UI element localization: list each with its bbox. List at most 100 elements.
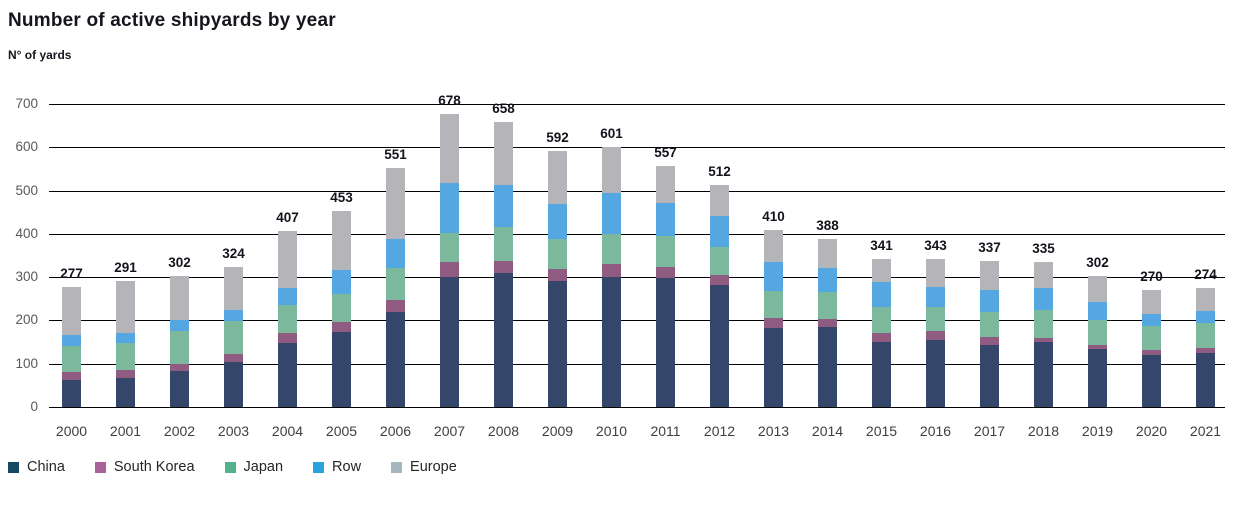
gridline-200 (49, 320, 1225, 322)
legend-label: Europe (410, 459, 457, 475)
x-tick-label-2013: 2013 (757, 423, 790, 439)
bar-segment-2001-europe (116, 281, 135, 333)
bar-segment-2014-china (818, 326, 837, 407)
bar-segment-2011-europe (656, 165, 675, 204)
bar-segment-2013-europe (764, 229, 783, 263)
bar-segment-2015-china (872, 341, 891, 407)
x-tick-label-2004: 2004 (271, 423, 304, 439)
bar-segment-2016-south-korea (926, 330, 945, 341)
y-tick-label: 200 (15, 312, 38, 328)
bar-segment-2018-south-korea (1034, 337, 1053, 343)
bar-segment-2002-japan (170, 330, 189, 364)
bar-segment-2000-japan (62, 345, 81, 373)
gridline-600 (49, 147, 1225, 149)
legend-swatch-icon (224, 461, 236, 473)
bar-segment-2010-south-korea (602, 264, 621, 277)
x-tick-label-2010: 2010 (595, 423, 628, 439)
bar-segment-2019-row (1088, 301, 1107, 320)
x-tick-label-2019: 2019 (1081, 423, 1114, 439)
bar-segment-2006-south-korea (386, 300, 405, 312)
bar-segment-2011-south-korea (656, 266, 675, 278)
gridline-100 (49, 363, 1225, 365)
bar-segment-2020-row (1142, 313, 1161, 327)
legend-item-south-korea: South Korea (94, 459, 195, 475)
bar-segment-2019-europe (1088, 276, 1107, 302)
bar-segment-2012-europe (710, 185, 729, 216)
bar-segment-2002-china (170, 371, 189, 407)
bar-segment-2020-europe (1142, 290, 1161, 314)
bar-segment-2003-south-korea (224, 354, 243, 362)
bar-segment-2010-china (602, 276, 621, 407)
x-tick-label-2015: 2015 (865, 423, 898, 439)
bar-segment-2021-china (1196, 352, 1215, 407)
bar-segment-2019-south-korea (1088, 344, 1107, 349)
legend-item-china: China (8, 459, 65, 475)
bar-segment-2018-japan (1034, 310, 1053, 338)
y-tick-label: 400 (15, 225, 38, 241)
gridline-300 (49, 277, 1225, 279)
bar-segment-2021-south-korea (1196, 348, 1215, 353)
bar-segment-2015-europe (872, 259, 891, 283)
x-tick-label-2014: 2014 (811, 423, 844, 439)
legend-item-europe: Europe (391, 459, 457, 475)
bar-total-label-2013: 410 (762, 208, 785, 224)
bar-segment-2000-south-korea (62, 372, 81, 381)
bar-total-label-2016: 343 (924, 237, 947, 253)
bar-segment-2009-europe (548, 150, 567, 204)
bar-segment-2004-europe (278, 230, 297, 288)
bar-total-label-2003: 324 (222, 245, 245, 261)
gridline-0 (49, 407, 1225, 408)
x-tick-label-2017: 2017 (973, 423, 1006, 439)
bar-segment-2010-europe (602, 146, 621, 194)
x-tick-label-2009: 2009 (541, 423, 574, 439)
bar-segment-2009-row (548, 203, 567, 240)
bar-segment-2004-japan (278, 304, 297, 333)
bar-segment-2002-europe (170, 276, 189, 320)
x-tick-label-2005: 2005 (325, 423, 358, 439)
legend-swatch-icon (94, 461, 106, 473)
bar-segment-2014-japan (818, 291, 837, 320)
legend-item-row: Row (313, 459, 361, 475)
y-tick-label: 100 (15, 355, 38, 371)
bar-total-label-2017: 337 (978, 240, 1001, 256)
bar-segment-2010-row (602, 193, 621, 234)
x-tick-label-2007: 2007 (433, 423, 466, 439)
bar-segment-2001-china (116, 378, 135, 407)
legend-swatch-icon (391, 461, 403, 473)
bar-segment-2003-row (224, 310, 243, 321)
x-tick-label-2002: 2002 (163, 423, 196, 439)
legend: China South Korea Japan Row Europe (8, 459, 457, 475)
bar-segment-2007-china (440, 277, 459, 407)
bar-segment-2004-south-korea (278, 332, 297, 344)
bar-segment-2016-europe (926, 258, 945, 287)
legend-label: Japan (243, 459, 284, 475)
bar-segment-2001-japan (116, 342, 135, 371)
x-tick-label-2012: 2012 (703, 423, 736, 439)
bar-total-label-2008: 658 (492, 101, 515, 117)
bar-segment-2020-south-korea (1142, 350, 1161, 356)
bar-segment-2021-japan (1196, 323, 1215, 349)
bar-segment-2005-china (332, 331, 351, 407)
bar-total-label-2018: 335 (1032, 240, 1055, 256)
bar-segment-2001-row (116, 332, 135, 343)
legend-label: China (27, 459, 65, 475)
bar-segment-2018-china (1034, 342, 1053, 407)
bar-segment-2011-row (656, 203, 675, 236)
bar-segment-2009-china (548, 280, 567, 407)
bar-total-label-2004: 407 (276, 209, 299, 225)
bar-segment-2005-row (332, 269, 351, 295)
bar-segment-2000-europe (62, 287, 81, 335)
bar-segment-2020-japan (1142, 326, 1161, 351)
bar-segment-2000-china (62, 380, 81, 407)
bar-segment-2007-japan (440, 232, 459, 262)
legend-swatch-icon (313, 461, 325, 473)
bar-segment-2017-japan (980, 312, 999, 337)
bar-segment-2009-south-korea (548, 268, 567, 281)
bar-total-label-2019: 302 (1086, 255, 1109, 271)
gridline-500 (49, 190, 1225, 192)
bar-segment-2006-china (386, 311, 405, 407)
bar-segment-2013-south-korea (764, 318, 783, 329)
x-tick-label-2001: 2001 (109, 423, 142, 439)
bar-segment-2015-south-korea (872, 333, 891, 342)
